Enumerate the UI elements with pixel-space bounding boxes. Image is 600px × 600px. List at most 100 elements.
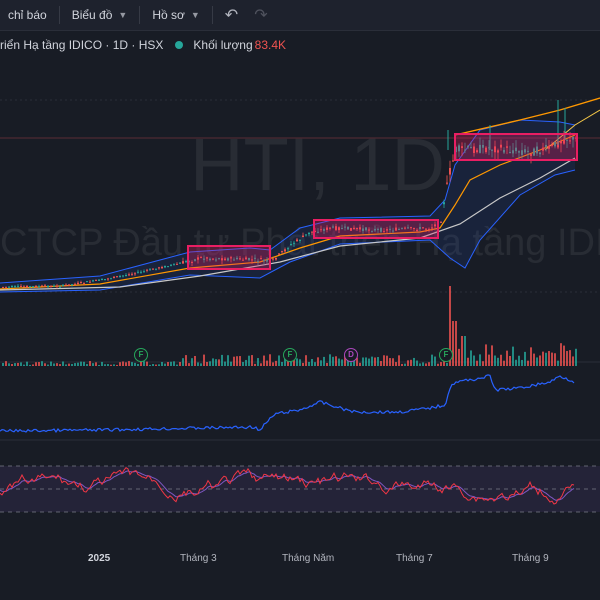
symbol-watermark: HTI, 1D	[190, 123, 445, 206]
candle-body	[95, 279, 97, 281]
candle-body	[299, 239, 301, 241]
candle-body	[272, 258, 274, 260]
profile-button[interactable]: Hồ sơ ▼	[144, 0, 207, 30]
candle-body	[467, 145, 469, 148]
volume-bar	[62, 361, 64, 366]
candle-body	[77, 282, 79, 285]
volume-bar	[224, 361, 226, 366]
volume-bar	[569, 350, 571, 366]
candle-body	[287, 248, 289, 250]
volume-bar	[197, 362, 199, 366]
volume-bar	[446, 362, 448, 366]
candle-body	[548, 146, 550, 149]
candle-body	[32, 286, 34, 288]
volume-bar	[380, 360, 382, 366]
volume-bar	[422, 362, 424, 366]
candle-body	[275, 257, 277, 260]
volume-bar	[356, 357, 358, 366]
candle-body	[5, 286, 7, 288]
volume-bar	[524, 351, 526, 366]
candle-body	[515, 147, 517, 152]
volume-bar	[437, 363, 439, 366]
volume-bar	[572, 356, 574, 366]
redo-icon[interactable]: ↷	[254, 7, 268, 24]
indicators-button[interactable]: chỉ báo	[0, 0, 55, 30]
candle-body	[134, 273, 136, 275]
candle-body	[251, 259, 253, 261]
volume-bar	[203, 354, 205, 366]
volume-bar	[383, 355, 385, 366]
volume-bar	[509, 355, 511, 366]
volume-bar	[551, 352, 553, 366]
volume-bar	[320, 360, 322, 366]
volume-bar	[311, 359, 313, 366]
candle-body	[197, 257, 199, 260]
x-axis-label: 2025	[88, 553, 111, 564]
candle-body	[335, 226, 337, 231]
volume-bar	[143, 361, 145, 366]
candle-body	[347, 226, 349, 230]
indicator-line	[0, 374, 575, 433]
indicator-line	[0, 374, 575, 433]
volume-bar	[251, 355, 253, 366]
volume-bar	[59, 364, 61, 366]
volume-bar	[158, 364, 160, 366]
volume-bar	[488, 354, 490, 366]
candle-body	[116, 276, 118, 278]
candle-body	[230, 257, 232, 259]
volume-bar	[335, 356, 337, 366]
event-marker[interactable]: D	[344, 348, 358, 362]
volume-bar	[41, 361, 43, 366]
candle-body	[266, 259, 268, 262]
volume-bar	[476, 360, 478, 366]
candle-body	[539, 152, 541, 155]
candle-body	[554, 142, 556, 147]
volume-bar	[302, 362, 304, 366]
volume-bar	[38, 362, 40, 366]
volume-bar	[107, 364, 109, 366]
candle-body	[377, 228, 379, 230]
candle-body	[488, 147, 490, 149]
volume-bar	[233, 356, 235, 366]
consolidation-boxes	[187, 133, 578, 270]
candle-body	[224, 258, 226, 261]
volume-bar	[86, 364, 88, 366]
candle-body	[350, 227, 352, 231]
volume-bar	[407, 360, 409, 366]
candle-body	[35, 285, 37, 288]
event-marker[interactable]: F	[439, 348, 453, 362]
candle-body	[71, 284, 73, 286]
event-marker[interactable]: F	[134, 348, 148, 362]
volume-bar	[347, 360, 349, 366]
trend-line	[454, 97, 600, 136]
event-marker[interactable]: F	[283, 348, 297, 362]
candle-body	[410, 227, 412, 229]
candle-body	[119, 275, 121, 277]
indicators-label: chỉ báo	[8, 8, 47, 22]
volume-bar	[548, 351, 550, 366]
candle-body	[284, 249, 286, 252]
undo-icon[interactable]: ↶	[224, 7, 239, 24]
volume-bar	[53, 363, 55, 366]
candle-body	[137, 271, 139, 273]
candle-body	[2, 286, 4, 288]
volume-bar	[392, 358, 394, 366]
volume-bar	[44, 363, 46, 366]
candle-body	[323, 229, 325, 231]
volume-bar	[515, 359, 517, 366]
volume-bar	[26, 361, 28, 366]
volume-bar	[413, 357, 415, 366]
candle-body	[572, 136, 574, 140]
chart-type-button[interactable]: Biểu đồ ▼	[64, 0, 136, 30]
candle-body	[158, 267, 160, 269]
candle-body	[338, 227, 340, 231]
volume-bar	[281, 361, 283, 366]
candle-body	[125, 274, 127, 276]
candle-body	[509, 152, 511, 154]
volume-bar	[209, 361, 211, 366]
volume-bar	[98, 364, 100, 366]
volume-bar	[146, 361, 148, 366]
candle-body	[482, 144, 484, 148]
volume-bar	[545, 352, 547, 366]
